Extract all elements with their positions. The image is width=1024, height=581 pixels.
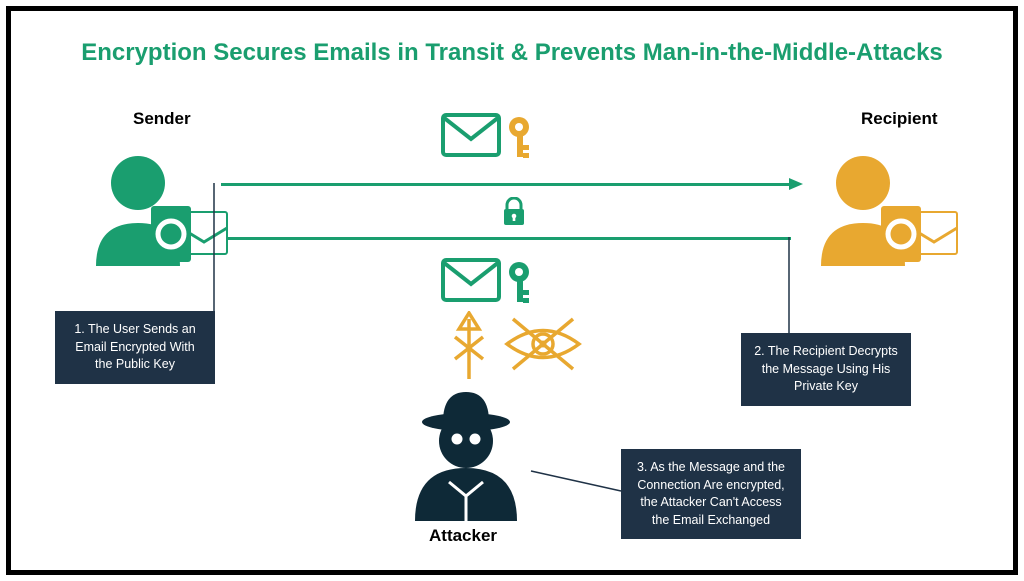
- step3-box: 3. As the Message and the Connection Are…: [621, 449, 801, 539]
- step2-box: 2. The Recipient Decrypts the Message Us…: [741, 333, 911, 406]
- blocked-arrow-icon: [449, 311, 489, 386]
- no-view-icon: [501, 311, 585, 382]
- recipient-outlook-icon: [881, 206, 959, 273]
- diagram-frame: Encryption Secures Emails in Transit & P…: [6, 6, 1018, 575]
- padlock-icon: [501, 197, 527, 232]
- step1-box: 1. The User Sends an Email Encrypted Wit…: [55, 311, 215, 384]
- sender-outlook-icon: [151, 206, 229, 273]
- attacker-icon: [401, 386, 531, 526]
- attacker-label: Attacker: [429, 526, 497, 546]
- arrow-top: [221, 183, 791, 186]
- arrow-top-head: [789, 178, 803, 190]
- page-title: Encryption Secures Emails in Transit & P…: [11, 39, 1013, 67]
- arrow-bottom: [221, 237, 791, 240]
- envelope-key-mid: [441, 256, 551, 311]
- envelope-key-top: [441, 111, 551, 166]
- recipient-label: Recipient: [861, 109, 938, 129]
- sender-label: Sender: [133, 109, 191, 129]
